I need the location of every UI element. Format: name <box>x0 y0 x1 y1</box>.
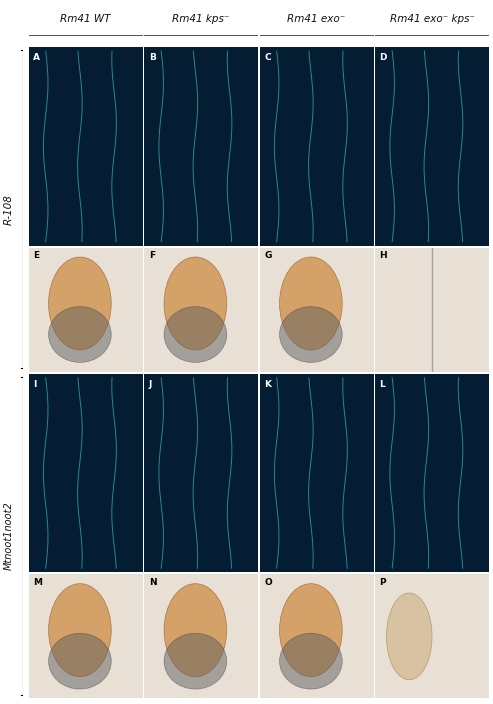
Ellipse shape <box>164 307 227 363</box>
Ellipse shape <box>48 307 111 363</box>
Text: G: G <box>264 251 272 260</box>
Text: J: J <box>149 379 152 389</box>
Text: A: A <box>33 53 40 62</box>
Text: Rm41 kps⁻: Rm41 kps⁻ <box>173 14 230 24</box>
Ellipse shape <box>164 257 227 350</box>
Text: B: B <box>149 53 155 62</box>
Ellipse shape <box>280 634 342 689</box>
Text: H: H <box>380 251 387 260</box>
Text: K: K <box>264 379 271 389</box>
Text: Rm41 exo⁻ kps⁻: Rm41 exo⁻ kps⁻ <box>389 14 475 24</box>
Text: Rm41 WT: Rm41 WT <box>60 14 111 24</box>
Text: D: D <box>380 53 387 62</box>
Ellipse shape <box>387 593 432 680</box>
Text: E: E <box>33 251 39 260</box>
Text: P: P <box>380 578 386 587</box>
Text: O: O <box>264 578 272 587</box>
Ellipse shape <box>280 257 342 350</box>
Text: M: M <box>33 578 42 587</box>
Ellipse shape <box>164 584 227 677</box>
Text: L: L <box>380 379 386 389</box>
Text: I: I <box>33 379 36 389</box>
Ellipse shape <box>164 634 227 689</box>
Ellipse shape <box>48 584 111 677</box>
Text: F: F <box>149 251 155 260</box>
Text: C: C <box>264 53 271 62</box>
Text: N: N <box>149 578 156 587</box>
Text: Rm41 exo⁻: Rm41 exo⁻ <box>287 14 346 24</box>
Text: R-108: R-108 <box>4 194 14 225</box>
Text: Mtnoot1noot2: Mtnoot1noot2 <box>4 502 14 570</box>
Ellipse shape <box>48 634 111 689</box>
Ellipse shape <box>280 307 342 363</box>
Ellipse shape <box>280 584 342 677</box>
Ellipse shape <box>48 257 111 350</box>
